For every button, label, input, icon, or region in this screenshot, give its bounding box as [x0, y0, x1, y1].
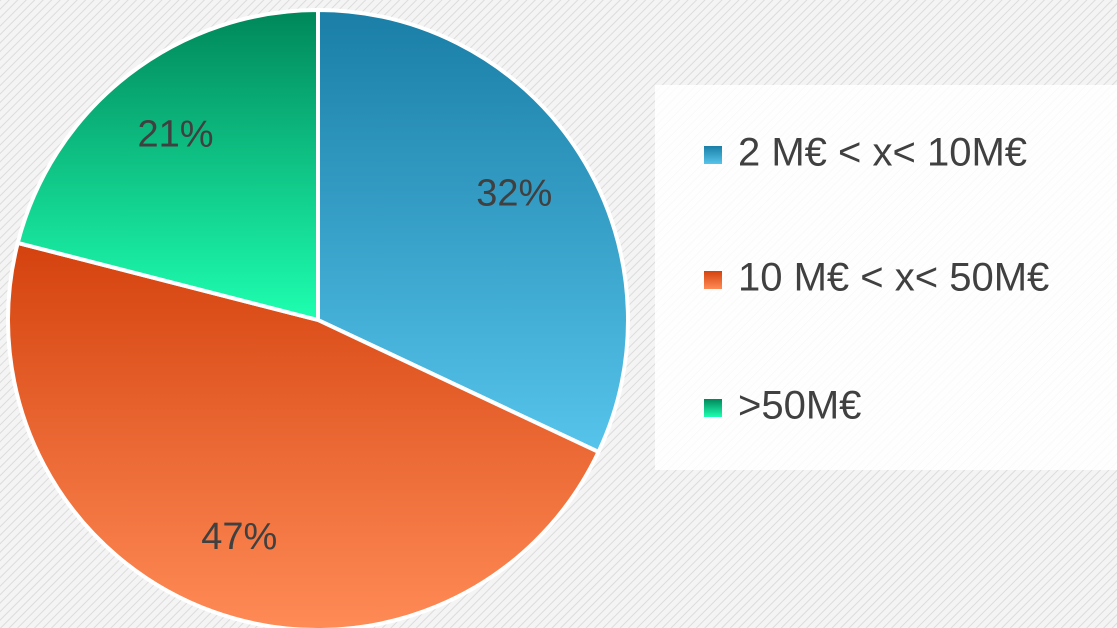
- data-label: 21%: [137, 113, 213, 155]
- legend-label: >50M€: [738, 384, 861, 428]
- legend-swatch: [704, 146, 722, 164]
- legend-swatch: [704, 271, 722, 289]
- legend-swatch: [704, 399, 722, 417]
- data-label: 32%: [476, 172, 552, 214]
- legend-label: 10 M€ < x< 50M€: [738, 256, 1049, 300]
- legend-label: 2 M€ < x< 10M€: [738, 131, 1027, 175]
- data-label: 47%: [201, 516, 277, 558]
- pie-slice: [6, 240, 602, 628]
- legend-box: [655, 85, 1117, 470]
- pie-slice: [15, 7, 320, 323]
- pie-slice: [316, 7, 630, 455]
